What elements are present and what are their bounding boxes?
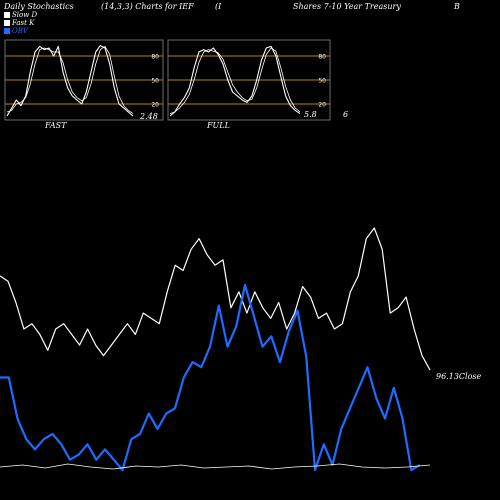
fast-series-fast-k [6, 45, 134, 117]
legend-label: Fast K [12, 19, 35, 27]
full-tick-80: 80 [318, 54, 326, 61]
baseline-line [0, 463, 431, 470]
chart-title-3: (I [215, 2, 222, 11]
legend-swatch [4, 20, 10, 26]
fast-tick-20: 20 [151, 102, 159, 109]
chart-title-4: Shares 7-10 Year Treasury [293, 2, 401, 11]
obv-line [0, 283, 421, 472]
fast-series-slow-d [6, 46, 134, 114]
full-series-fast-k [169, 45, 301, 117]
close-line [0, 227, 431, 371]
fast-tick-50: 50 [151, 78, 159, 85]
legend-label: OBV [12, 27, 28, 35]
chart-title-5: B [454, 2, 460, 11]
chart-title-2: (14,3,3) Charts for IEF [101, 2, 194, 11]
full-tick-50: 50 [318, 78, 326, 85]
extra-value-label: 6 [343, 110, 349, 119]
full-tick-20: 20 [318, 102, 326, 109]
fast-panel-label: FAST [45, 121, 67, 130]
legend-item-slow-d: Slow D [4, 11, 37, 19]
fast-tick-80: 80 [151, 54, 159, 61]
full-value-label: 5.8 [304, 110, 317, 119]
legend-label: Slow D [12, 11, 38, 19]
legend-swatch [4, 28, 10, 34]
legend-item-fast-k: Fast K [4, 19, 34, 27]
legend-item-obv: OBV [4, 27, 28, 35]
close-label: 96.13Close [436, 372, 482, 381]
legend-swatch [4, 12, 10, 18]
full-series-slow-d [169, 47, 301, 114]
chart-title-1: Daily Stochastics [4, 2, 74, 11]
full-panel-label: FULL [207, 121, 230, 130]
fast-value-label: 2.48 [140, 112, 158, 121]
